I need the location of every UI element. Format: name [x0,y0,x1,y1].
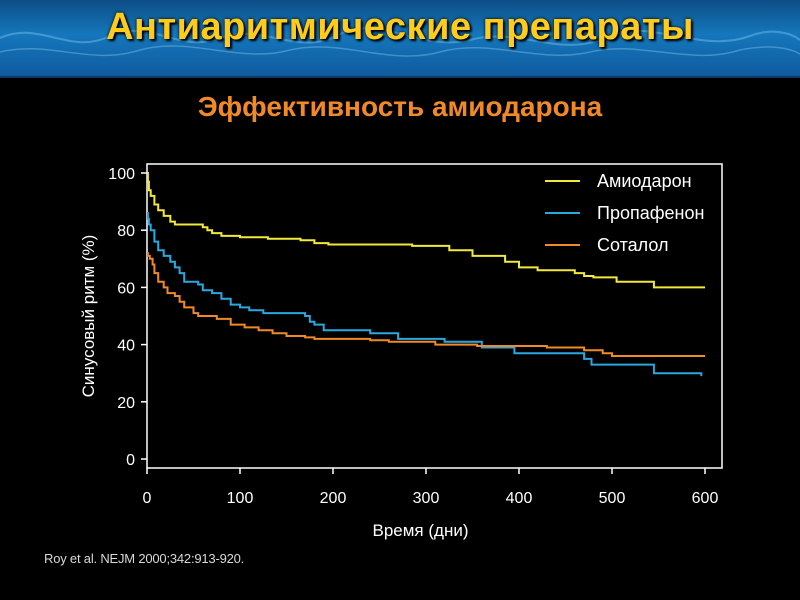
chart-axes: 0 20 40 60 80 100 0 100 200 300 400 500 600 Время (дн… [79,163,723,540]
y-tick-label: 20 [117,395,135,412]
citation: Roy et al. NEJM 2000;342:913-920. [44,551,245,566]
y-tick-label: 40 [117,338,135,355]
x-tick-label: 500 [599,490,626,507]
series-line-3 [146,252,705,357]
legend-label-1: Амиодарон [597,171,692,191]
y-tick-label: 100 [108,166,135,183]
title-banner: Антиаритмические препараты [0,0,800,78]
series-line-1 [146,172,705,289]
slide-subtitle: Эффективность амиодарона [197,91,603,122]
x-axis-label: Время (дни) [373,521,469,540]
x-tick-label: 300 [413,490,440,507]
slide-title: Антиаритмические препараты [106,6,694,48]
chart-legend: Амиодарон Пропафенон Соталол [545,171,704,255]
y-tick-label: 80 [117,223,135,240]
y-tick-label: 60 [117,280,135,297]
x-tick-label: 600 [692,490,719,507]
x-tick-label: 0 [143,490,152,507]
y-axis-label: Синусовый ритм (%) [79,235,98,398]
plot-frame [146,163,723,469]
x-tick-label: 200 [320,490,347,507]
banner-decoration [0,27,800,57]
legend-label-3: Соталол [597,235,669,255]
x-tick-label: 400 [506,490,533,507]
chart-series [146,172,705,377]
x-tick-label: 100 [227,490,254,507]
legend-label-2: Пропафенон [597,203,704,223]
y-tick-label: 0 [126,452,135,469]
